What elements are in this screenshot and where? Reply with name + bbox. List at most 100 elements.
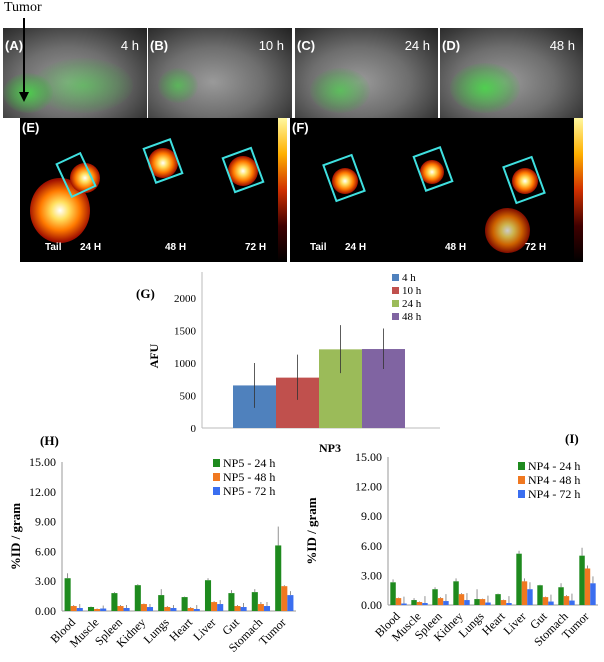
legend-swatch bbox=[392, 274, 399, 281]
y-tick-label: 15.00 bbox=[29, 455, 56, 469]
bar bbox=[134, 585, 141, 611]
y-tick-label: 1000 bbox=[174, 358, 197, 370]
time-label: 24 H bbox=[345, 242, 367, 253]
bar bbox=[453, 581, 459, 605]
bar bbox=[100, 608, 107, 611]
legend-swatch bbox=[392, 300, 399, 307]
y-tick-label: 6.00 bbox=[361, 539, 382, 553]
x-tick-label: Liver bbox=[190, 615, 218, 643]
bar bbox=[94, 609, 101, 611]
bar bbox=[485, 602, 491, 605]
y-tick-label: 0 bbox=[191, 423, 197, 435]
y-tick-label: 1500 bbox=[174, 326, 197, 338]
bar bbox=[164, 607, 171, 611]
bar bbox=[537, 585, 543, 605]
bar bbox=[411, 600, 417, 605]
y-tick-label: 0.00 bbox=[35, 604, 56, 618]
bar bbox=[181, 597, 188, 611]
panel-d-image: (D) 48 h bbox=[440, 28, 583, 118]
legend-label: 24 h bbox=[402, 298, 422, 310]
panel-e-image: (E) Tail 24 H 48 H 72 H bbox=[20, 118, 287, 262]
panel-label: (C) bbox=[297, 38, 316, 53]
y-axis-label: AFU bbox=[147, 343, 161, 368]
x-tick-label: Liver bbox=[500, 609, 528, 637]
legend-swatch bbox=[213, 487, 220, 495]
bar bbox=[401, 603, 407, 605]
bar bbox=[395, 598, 402, 605]
bar bbox=[187, 608, 194, 611]
x-tick-label: Lungs bbox=[141, 615, 172, 646]
panel-label: (E) bbox=[22, 120, 40, 135]
panel-b-image: (B) 10 h bbox=[148, 28, 292, 118]
bar bbox=[548, 601, 554, 605]
y-tick-label: 9.00 bbox=[361, 509, 382, 523]
bar bbox=[437, 598, 444, 605]
bar bbox=[506, 603, 512, 605]
bar bbox=[257, 604, 264, 611]
x-axis-label: NP3 bbox=[319, 441, 341, 455]
bar bbox=[123, 608, 130, 611]
legend-label: NP4 - 72 h bbox=[528, 487, 580, 501]
legend-swatch bbox=[518, 490, 525, 498]
bar bbox=[240, 607, 247, 611]
legend-label: NP5 - 48 h bbox=[223, 470, 275, 484]
y-tick-label: 12.00 bbox=[355, 480, 382, 494]
bar bbox=[458, 594, 465, 605]
bar bbox=[251, 592, 258, 611]
bar bbox=[281, 586, 288, 611]
time-label: 24 H bbox=[80, 242, 102, 253]
bar bbox=[234, 606, 241, 611]
bar bbox=[584, 568, 591, 605]
legend-label: NP4 - 24 h bbox=[528, 459, 580, 473]
x-tick-label: Tumor bbox=[256, 615, 289, 648]
y-tick-label: 2000 bbox=[174, 293, 197, 305]
panel-label: (B) bbox=[150, 38, 169, 53]
panel-label: (D) bbox=[442, 38, 461, 53]
x-tick-label: Heart bbox=[166, 615, 195, 644]
bar bbox=[432, 589, 438, 605]
bar bbox=[111, 593, 118, 611]
bar bbox=[416, 602, 423, 605]
panel-f-image: (F) Tail 24 H 48 H 72 H bbox=[290, 118, 583, 262]
bar bbox=[193, 609, 200, 611]
y-axis-label: %ID / gram bbox=[304, 497, 319, 564]
time-label: 48 H bbox=[165, 242, 187, 253]
time-label: 48 h bbox=[549, 38, 575, 53]
bar bbox=[542, 597, 549, 605]
bar bbox=[590, 583, 596, 605]
bar bbox=[521, 581, 528, 605]
bar bbox=[287, 595, 294, 611]
time-label: 24 h bbox=[404, 38, 430, 53]
legend-swatch bbox=[392, 313, 399, 320]
bar bbox=[474, 599, 480, 605]
bar bbox=[70, 606, 77, 611]
legend-label: NP5 - 72 h bbox=[223, 484, 275, 498]
bar bbox=[275, 545, 282, 611]
legend-label: 10 h bbox=[402, 285, 422, 297]
y-tick-label: 9.00 bbox=[35, 515, 56, 529]
legend-swatch bbox=[213, 459, 220, 467]
y-tick-label: 15.00 bbox=[355, 450, 382, 464]
time-label: 72 H bbox=[525, 242, 547, 253]
legend-label: NP4 - 48 h bbox=[528, 473, 580, 487]
bar bbox=[217, 604, 224, 611]
bar bbox=[563, 596, 570, 605]
bar bbox=[76, 608, 83, 611]
tail-label: Tail bbox=[310, 242, 327, 253]
y-tick-label: 3.00 bbox=[361, 568, 382, 582]
legend-label: 4 h bbox=[402, 272, 416, 284]
bar bbox=[158, 595, 165, 611]
bar bbox=[422, 603, 428, 605]
legend-label: 48 h bbox=[402, 311, 422, 323]
tumor-annotation: Tumor bbox=[4, 0, 42, 15]
bar bbox=[64, 578, 71, 611]
bar bbox=[527, 589, 533, 605]
legend-swatch bbox=[518, 476, 525, 484]
panel-label: (A) bbox=[5, 38, 24, 53]
y-tick-label: 0.00 bbox=[361, 598, 382, 612]
bar bbox=[228, 593, 235, 611]
time-label: 10 h bbox=[258, 38, 284, 53]
bar bbox=[569, 600, 575, 605]
panel-label: (F) bbox=[292, 120, 309, 135]
